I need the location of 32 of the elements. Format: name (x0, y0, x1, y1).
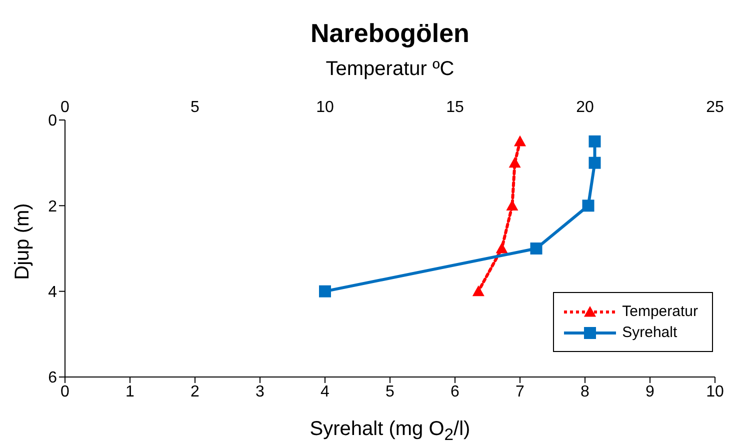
x2-tick-label: 5 (190, 99, 200, 116)
x-tick-label: 9 (646, 383, 655, 400)
x2-tick-label: 25 (706, 99, 724, 116)
x-tick-label: 1 (126, 383, 135, 400)
x-tick-label: 10 (706, 383, 724, 400)
point (582, 200, 594, 212)
x-tick-label: 7 (516, 383, 525, 400)
legend-label: Syrehalt (622, 324, 678, 341)
x-tick-label: 4 (320, 383, 330, 400)
point (588, 135, 601, 148)
x-tick-label: 6 (450, 383, 460, 400)
x-tick-label: 0 (60, 383, 70, 400)
y-tick-label: 4 (48, 284, 58, 302)
y-tick-label: 2 (48, 198, 58, 216)
point (588, 156, 601, 169)
x-tick-label: 3 (256, 383, 265, 400)
x2-tick-label: 0 (60, 99, 70, 116)
x2-tick-label: 15 (446, 99, 464, 116)
y-tick-label: 6 (48, 370, 58, 387)
x-tick-label: 5 (386, 383, 395, 400)
x2-tick-label: 10 (316, 99, 334, 116)
point (319, 285, 331, 298)
legend-label: Temperatur (622, 303, 698, 320)
y-tick-label: 0 (48, 112, 58, 130)
x-tick-label: 8 (580, 383, 590, 400)
point (530, 242, 542, 254)
x2-tick-label: 20 (576, 99, 594, 116)
x2-axis-title: Temperatur ºC (324, 58, 456, 81)
x-axis-title: Syrehalt (mg O$_{2}$/l) (308, 418, 472, 445)
y-axis-title: Djup (m) (12, 202, 34, 282)
x-tick-label: 2 (190, 383, 200, 400)
chart-title: Narebogölen (310, 18, 470, 49)
